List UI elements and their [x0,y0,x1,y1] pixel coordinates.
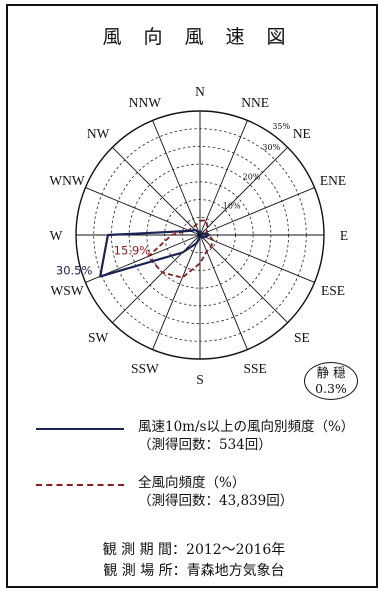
series-layer [99,219,215,279]
spoke-nw [112,147,201,236]
direction-label-w: W [50,228,63,243]
legend-dashed-sub: （測得回数：43,839回） [138,493,294,509]
direction-label-ese: ESE [321,283,345,298]
chart-title: 風向風速図 [102,26,308,48]
direction-label-se: SE [294,330,310,345]
ring-label-30: 30% [262,143,280,152]
annotation-all-wind-max: 15.9% [114,244,151,258]
direction-label-wnw: WNW [49,173,84,188]
spoke-se [199,234,288,323]
direction-label-n: N [195,84,205,99]
ring-label-10: 10% [223,202,241,211]
legend-solid-line [36,428,124,430]
legend-solid-label: 風速10m/s以上の風向別頻度（%） [138,419,355,435]
direction-label-nw: NW [87,126,110,141]
ring-label-20: 20% [243,172,261,181]
spoke-nnw [152,120,201,236]
spoke-sse [199,234,248,350]
spoke-ene [199,187,315,236]
series-all-wind [147,219,215,279]
direction-label-sse: SSE [243,361,266,376]
footer: 観 測 期 間：2012～2016年 観 測 場 所：青森地方気象台 [0,540,388,582]
direction-label-e: E [340,228,348,243]
annotation-strong-wind-max: 30.5% [56,263,93,277]
direction-label-ssw: SSW [131,361,159,376]
calm-badge: 静 穏 0.3% [304,362,358,400]
legend-item-dashed: 全風向頻度（%） （測得回数：43,839回） [30,474,370,530]
ring-labels: 10% 20% 30% 35% [223,122,291,210]
series-strong-wind [99,228,210,278]
legend-item-solid: 風速10m/s以上の風向別頻度（%） （測得回数：534回） [30,418,370,474]
direction-label-nne: NNE [241,95,269,110]
chart-frame [6,4,378,588]
observation-period: 観 測 期 間：2012～2016年 [102,542,286,558]
spoke-wnw [85,187,201,236]
ring-label-35: 35% [272,122,290,131]
direction-label-ne: NE [293,126,311,141]
legend-dashed-line [36,484,124,486]
annotations: 30.5% 15.9% [56,244,150,278]
spoke-nne [199,120,248,236]
direction-label-s: S [196,372,204,387]
direction-label-wsw: WSW [50,283,83,298]
calm-label: 静 穏 [316,365,346,380]
spoke-ese [199,234,315,283]
direction-labels: N NNE NE ENE E ESE SE SSE S SSW SW WSW W WNW NW NNW [49,84,348,387]
calm-value: 0.3% [315,381,347,396]
observation-place: 観 測 場 所：青森地方気象台 [103,563,285,579]
legend-dashed-label: 全風向頻度（%） [138,475,246,491]
direction-label-sw: SW [88,330,109,345]
direction-label-ene: ENE [320,173,346,188]
direction-label-nnw: NNW [129,95,161,110]
legend-solid-sub: （測得回数：534回） [138,437,272,453]
legend: 風速10m/s以上の風向別頻度（%） （測得回数：534回） 全風向頻度（%） … [30,418,370,530]
spoke-ne [199,147,288,236]
spoke-ssw [152,234,201,350]
